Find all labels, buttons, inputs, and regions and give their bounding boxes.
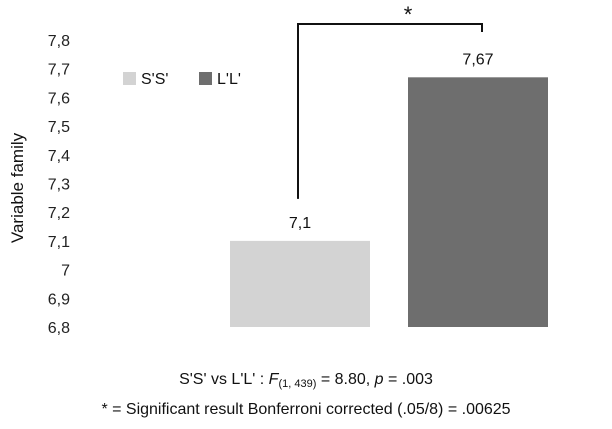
y-tick-label: 7,2 [48, 205, 70, 222]
bracket-line [297, 23, 483, 199]
significance-bracket: * [297, 2, 483, 199]
legend-label: L'L' [217, 71, 241, 88]
y-tick-label: 7,5 [48, 119, 70, 136]
y-tick-label: 7,6 [48, 90, 70, 107]
f-symbol: F [268, 371, 279, 388]
y-tick-label: 6,9 [48, 291, 70, 308]
legend: S'S' L'L' [123, 71, 241, 88]
y-tick-label: 7,4 [48, 148, 70, 165]
value-labels: 7,1 7,67 [289, 51, 494, 232]
bars [230, 77, 548, 327]
bar [230, 240, 370, 327]
bar-value-label: 7,67 [462, 51, 493, 68]
y-tick-label: 7,1 [48, 234, 70, 251]
p-value: = .003 [383, 371, 433, 388]
y-tick-label: 7 [61, 263, 70, 280]
bar [408, 77, 548, 327]
bar-value-label: 7,1 [289, 215, 311, 232]
y-tick-label: 7,3 [48, 177, 70, 194]
footnote: * = Significant result Bonferroni correc… [101, 401, 511, 418]
y-axis-ticks: 6,8 6,9 7 7,1 7,2 7,3 7,4 7,5 7,6 7,7 7,8 [48, 33, 70, 337]
f-df: (1, 439) [278, 378, 317, 390]
stats-line: S'S' vs L'L' : F(1, 439) = 8.80, p = .00… [0, 371, 612, 390]
y-tick-label: 7,8 [48, 33, 70, 50]
legend-swatch [199, 72, 212, 85]
y-axis-label: Variable family [8, 132, 27, 243]
significance-star: * [404, 2, 413, 27]
legend-swatch [123, 72, 136, 85]
p-symbol: p [374, 371, 384, 388]
f-value: = 8.80, [316, 371, 375, 388]
stats-prefix: S'S' vs L'L' : [179, 371, 269, 388]
y-tick-label: 7,7 [48, 62, 70, 79]
legend-label: S'S' [141, 71, 168, 88]
y-tick-label: 6,8 [48, 320, 70, 337]
